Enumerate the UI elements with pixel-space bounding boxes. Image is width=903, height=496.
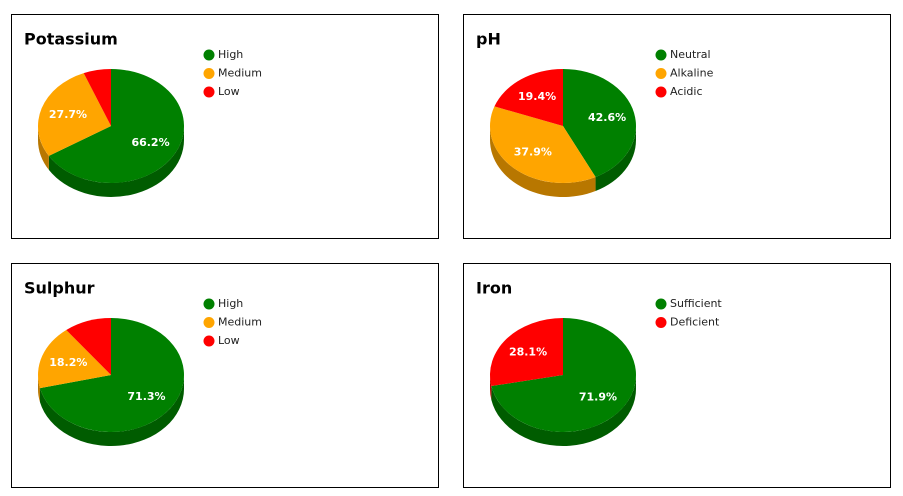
data-label: 19.4%	[518, 90, 556, 103]
slice-side	[38, 375, 40, 403]
slice-side	[490, 375, 492, 401]
legend-label: Low	[218, 334, 240, 347]
pie-slice	[39, 318, 185, 432]
legend-marker	[203, 317, 215, 328]
data-label: 71.3%	[127, 390, 165, 403]
pie-slice	[48, 69, 185, 183]
legend-label: Sufficient	[670, 297, 722, 310]
data-label: 28.1%	[509, 346, 547, 359]
legend-label: Neutral	[670, 48, 711, 61]
legend-marker	[203, 298, 215, 310]
legend-marker	[655, 86, 667, 98]
pie-slice	[83, 69, 111, 126]
slice-side	[48, 126, 184, 197]
legend-label: Medium	[218, 67, 262, 80]
pie-slice	[491, 318, 637, 432]
chart-panel: pH 42.6% 37.9% 19.4% Neutral Alkaline Acidic	[463, 14, 891, 239]
chart-title: Sulphur	[24, 279, 95, 298]
pie-slice	[66, 318, 111, 375]
slice-side	[39, 375, 185, 446]
pie-slice	[38, 73, 111, 156]
legend-label: Low	[218, 85, 240, 98]
slice-side	[490, 126, 596, 197]
legend-marker	[203, 86, 215, 98]
pie-slice	[563, 69, 636, 178]
slice-side	[38, 126, 49, 170]
chart-title: pH	[476, 30, 501, 49]
panel-border	[11, 263, 439, 488]
legend-marker	[655, 317, 667, 328]
data-label: 18.2%	[49, 356, 87, 369]
pie-slice	[490, 318, 563, 387]
chart-panel: Sulphur 71.3% 18.2% High Medium Low	[11, 263, 439, 488]
data-label: 42.6%	[588, 111, 626, 124]
legend-marker	[655, 49, 667, 61]
pie-slice	[489, 106, 596, 183]
legend-marker	[655, 68, 667, 79]
chart-panel: Iron 71.9% 28.1% Sufficient Deficient	[463, 263, 891, 488]
chart-panel: Potassium 66.2% 27.7% High Medium Low	[11, 14, 439, 239]
legend-marker	[655, 298, 667, 310]
legend-marker	[203, 49, 215, 61]
legend-label: Alkaline	[670, 67, 714, 80]
data-label: 66.2%	[131, 136, 169, 149]
slice-side	[595, 126, 636, 192]
pie-slice	[37, 329, 111, 389]
data-label: 27.7%	[49, 108, 87, 121]
pie-slice	[494, 69, 563, 126]
legend-label: Acidic	[670, 85, 703, 98]
legend-label: Deficient	[670, 316, 720, 329]
legend-marker	[203, 68, 215, 79]
legend-marker	[203, 335, 215, 347]
data-label: 37.9%	[514, 145, 552, 158]
data-label: 71.9%	[579, 390, 617, 403]
chart-title: Iron	[476, 279, 512, 298]
chart-title: Potassium	[24, 30, 118, 49]
legend-label: High	[218, 297, 243, 310]
legend-label: Medium	[218, 316, 262, 329]
slice-side	[491, 375, 636, 446]
legend-label: High	[218, 48, 243, 61]
